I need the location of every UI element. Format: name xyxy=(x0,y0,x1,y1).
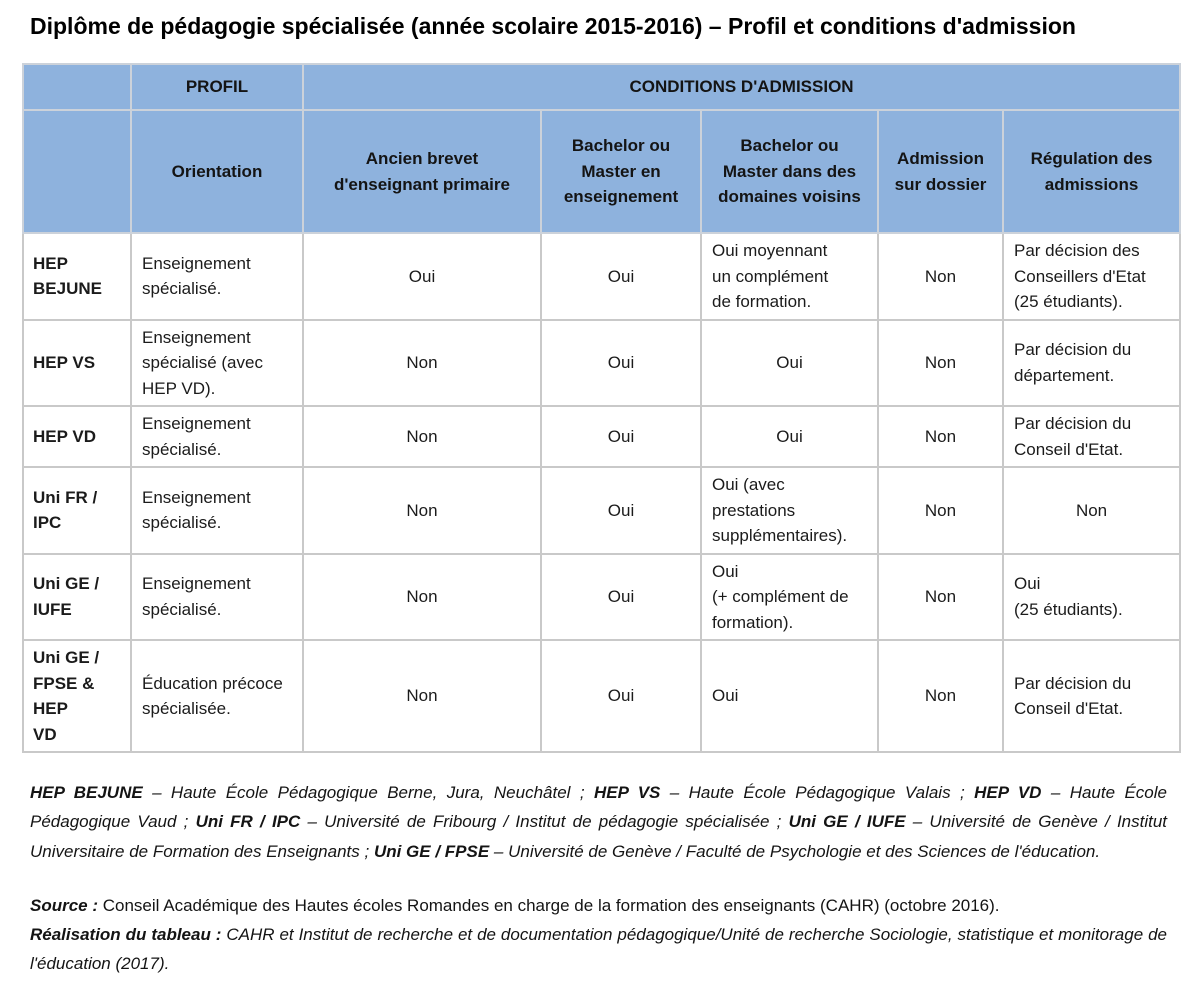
cell-orientation: Enseignement spécialisé. xyxy=(130,405,304,469)
table-row-uni-fr-ipc: Uni FR / IPC Enseignement spécialisé. No… xyxy=(22,466,1182,555)
cell-admission-dossier: Non xyxy=(877,232,1004,321)
header-corner-cell xyxy=(22,63,132,112)
cell-bachelor-enseignement: Oui xyxy=(540,318,702,408)
cell-bachelor-enseignement: Oui xyxy=(540,466,702,555)
header-regulation-admissions: Régulation des admissions xyxy=(1001,109,1182,235)
cell-regulation-admissions: Non xyxy=(1001,466,1182,555)
table-row-hep-vs: HEP VS Enseignement spécialisé (avec HEP… xyxy=(22,318,1182,408)
cell-bachelor-domaines-voisins: Oui (+ complément de formation). xyxy=(700,552,879,642)
cell-bachelor-domaines-voisins: Oui xyxy=(700,405,879,469)
cell-bachelor-domaines-voisins: Oui xyxy=(700,639,879,754)
table-row-hep-bejune: HEP BEJUNE Enseignement spécialisé. Oui … xyxy=(22,232,1182,321)
row-label: Uni FR / IPC xyxy=(22,466,132,555)
cell-bachelor-domaines-voisins: Oui moyennant un complément de formation… xyxy=(700,232,879,321)
header-columns-row: Orientation Ancien brevet d'enseignant p… xyxy=(22,109,1182,235)
cell-regulation-admissions: Par décision du département. xyxy=(1001,318,1182,408)
header-orientation: Orientation xyxy=(130,109,304,235)
cell-ancien-brevet: Non xyxy=(302,405,542,469)
cell-regulation-admissions: Par décision du Conseil d'Etat. xyxy=(1001,639,1182,754)
page-title: Diplôme de pédagogie spécialisée (année … xyxy=(30,13,1076,39)
header-corner-cell-2 xyxy=(22,109,132,235)
cell-regulation-admissions: Par décision du Conseil d'Etat. xyxy=(1001,405,1182,469)
cell-admission-dossier: Non xyxy=(877,466,1004,555)
header-bachelor-enseignement: Bachelor ou Master en enseignement xyxy=(540,109,702,235)
cell-ancien-brevet: Non xyxy=(302,318,542,408)
row-label: HEP BEJUNE xyxy=(22,232,132,321)
cell-bachelor-enseignement: Oui xyxy=(540,639,702,754)
cell-bachelor-enseignement: Oui xyxy=(540,405,702,469)
cell-orientation: Enseignement spécialisé. xyxy=(130,232,304,321)
cell-admission-dossier: Non xyxy=(877,639,1004,754)
table-row-uni-ge-fpse-hep-vd: Uni GE / FPSE & HEP VD Éducation précoce… xyxy=(22,639,1182,754)
cell-ancien-brevet: Oui xyxy=(302,232,542,321)
table-row-uni-ge-iufe: Uni GE / IUFE Enseignement spécialisé. N… xyxy=(22,552,1182,642)
cell-admission-dossier: Non xyxy=(877,552,1004,642)
header-ancien-brevet: Ancien brevet d'enseignant primaire xyxy=(302,109,542,235)
cell-bachelor-domaines-voisins: Oui xyxy=(700,318,879,408)
cell-ancien-brevet: Non xyxy=(302,466,542,555)
cell-bachelor-enseignement: Oui xyxy=(540,232,702,321)
header-group-row: PROFIL CONDITIONS D'ADMISSION xyxy=(22,63,1182,112)
cell-bachelor-enseignement: Oui xyxy=(540,552,702,642)
row-label: HEP VD xyxy=(22,405,132,469)
header-bachelor-domaines-voisins: Bachelor ou Master dans des domaines voi… xyxy=(700,109,879,235)
source-line: Source : Conseil Académique des Hautes é… xyxy=(30,895,1000,915)
row-label: Uni GE / FPSE & HEP VD xyxy=(22,639,132,754)
cell-orientation: Enseignement spécialisé. xyxy=(130,552,304,642)
row-label: HEP VS xyxy=(22,318,132,408)
cell-bachelor-domaines-voisins: Oui (avec prestations supplémentaires). xyxy=(700,466,879,555)
header-conditions-admission: CONDITIONS D'ADMISSION xyxy=(301,63,1182,112)
table-row-hep-vd: HEP VD Enseignement spécialisé. Non Oui … xyxy=(22,405,1182,469)
cell-ancien-brevet: Non xyxy=(302,552,542,642)
cell-regulation-admissions: Oui (25 étudiants). xyxy=(1001,552,1182,642)
admission-conditions-table: PROFIL CONDITIONS D'ADMISSION Orientatio… xyxy=(22,63,1182,754)
abbreviations-legend: HEP BEJUNE – Haute École Pédagogique Ber… xyxy=(30,783,1168,861)
row-label: Uni GE / IUFE xyxy=(22,552,132,642)
cell-admission-dossier: Non xyxy=(877,405,1004,469)
cell-orientation: Enseignement spécialisé. xyxy=(130,466,304,555)
cell-orientation: Éducation précoce spécialisée. xyxy=(130,639,304,754)
cell-regulation-admissions: Par décision des Conseillers d'Etat (25 … xyxy=(1001,232,1182,321)
header-admission-dossier: Admission sur dossier xyxy=(877,109,1004,235)
header-profil: PROFIL xyxy=(130,63,304,112)
cell-ancien-brevet: Non xyxy=(302,639,542,754)
cell-orientation: Enseignement spécialisé (avec HEP VD). xyxy=(130,318,304,408)
realisation-line: Réalisation du tableau : CAHR et Institu… xyxy=(30,925,1167,974)
cell-admission-dossier: Non xyxy=(877,318,1004,408)
